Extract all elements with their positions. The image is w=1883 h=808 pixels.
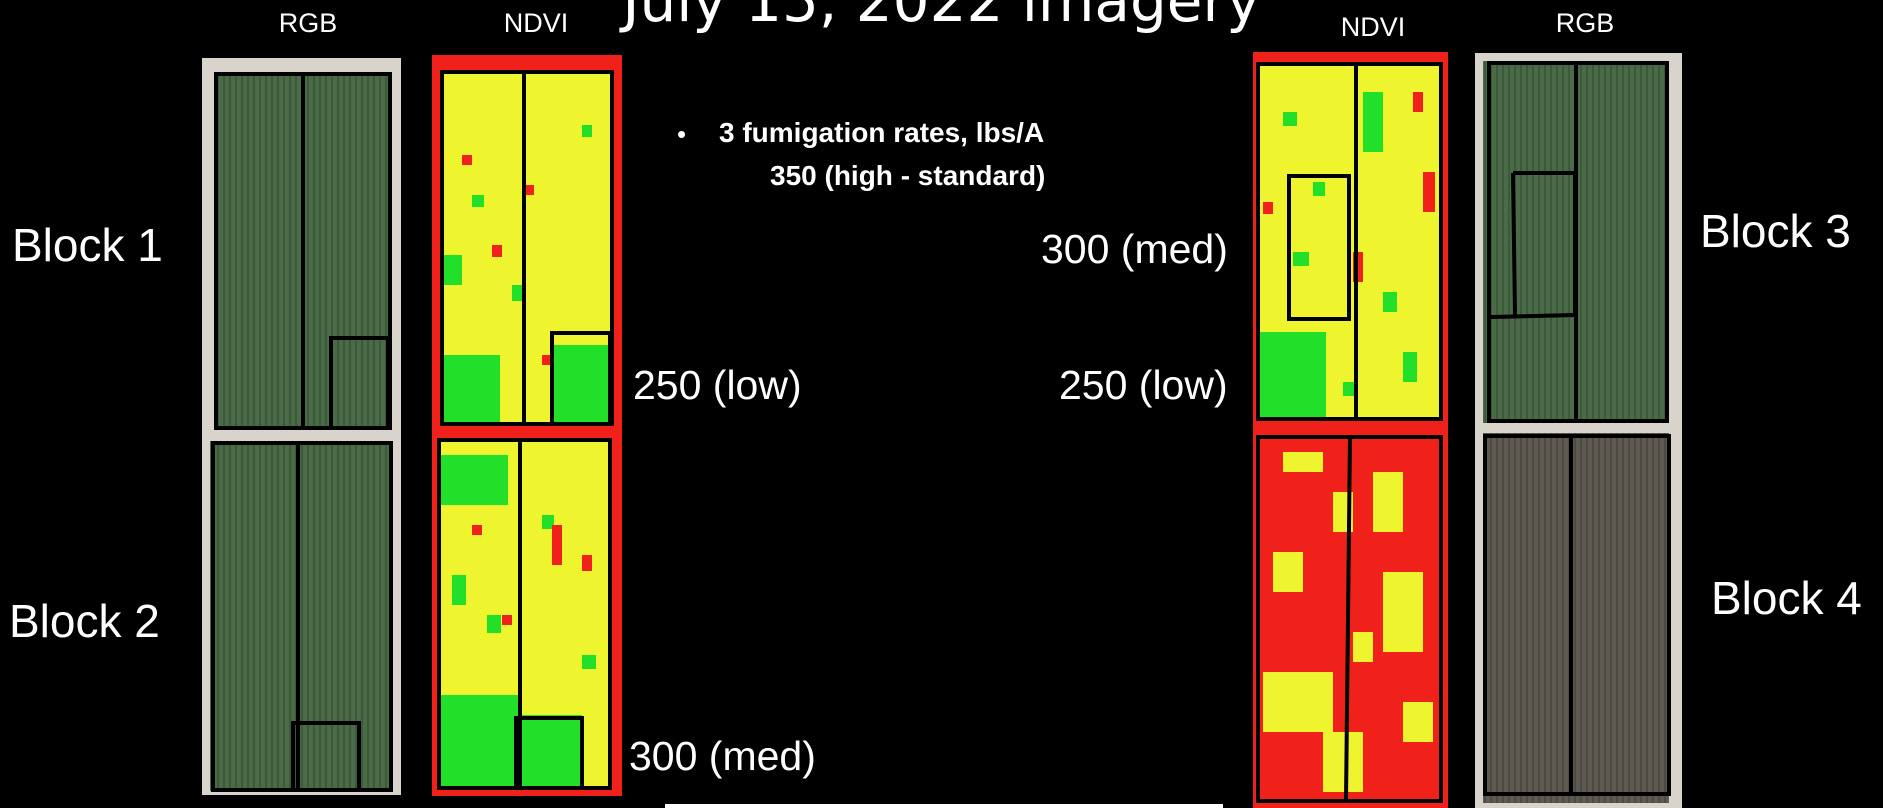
block-1-label: Block 1 — [12, 219, 163, 271]
rate-label-left-low: 250 (low) — [633, 362, 802, 408]
ndvi-column-label-left: NDVI — [503, 8, 569, 38]
ndvi-image-blocks-1-2 — [432, 55, 622, 796]
rgb-column-label-left: RGB — [278, 8, 338, 38]
rate-label-right-low: 250 (low) — [1059, 362, 1228, 408]
slide-title: July 15, 2022 imagery — [622, 0, 1261, 35]
rgb-column-label-right: RGB — [1555, 8, 1615, 38]
note-high-standard: 350 (high - standard) — [770, 160, 1046, 191]
block-3-label: Block 3 — [1700, 205, 1851, 257]
block-4-label: Block 4 — [1711, 572, 1862, 624]
block-2-label: Block 2 — [9, 595, 160, 647]
rate-label-right-med: 300 (med) — [1041, 226, 1228, 272]
ndvi-column-label-right: NDVI — [1340, 12, 1406, 42]
ndvi-image-blocks-3-4 — [1253, 52, 1448, 808]
note-bullet: • — [677, 119, 687, 149]
note-fumigation-rates: 3 fumigation rates, lbs/A — [719, 117, 1045, 148]
scale-bar — [665, 804, 1223, 808]
rgb-image-blocks-1-2 — [202, 58, 401, 795]
rate-label-left-med: 300 (med) — [629, 733, 816, 779]
rgb-image-blocks-3-4 — [1475, 53, 1682, 808]
